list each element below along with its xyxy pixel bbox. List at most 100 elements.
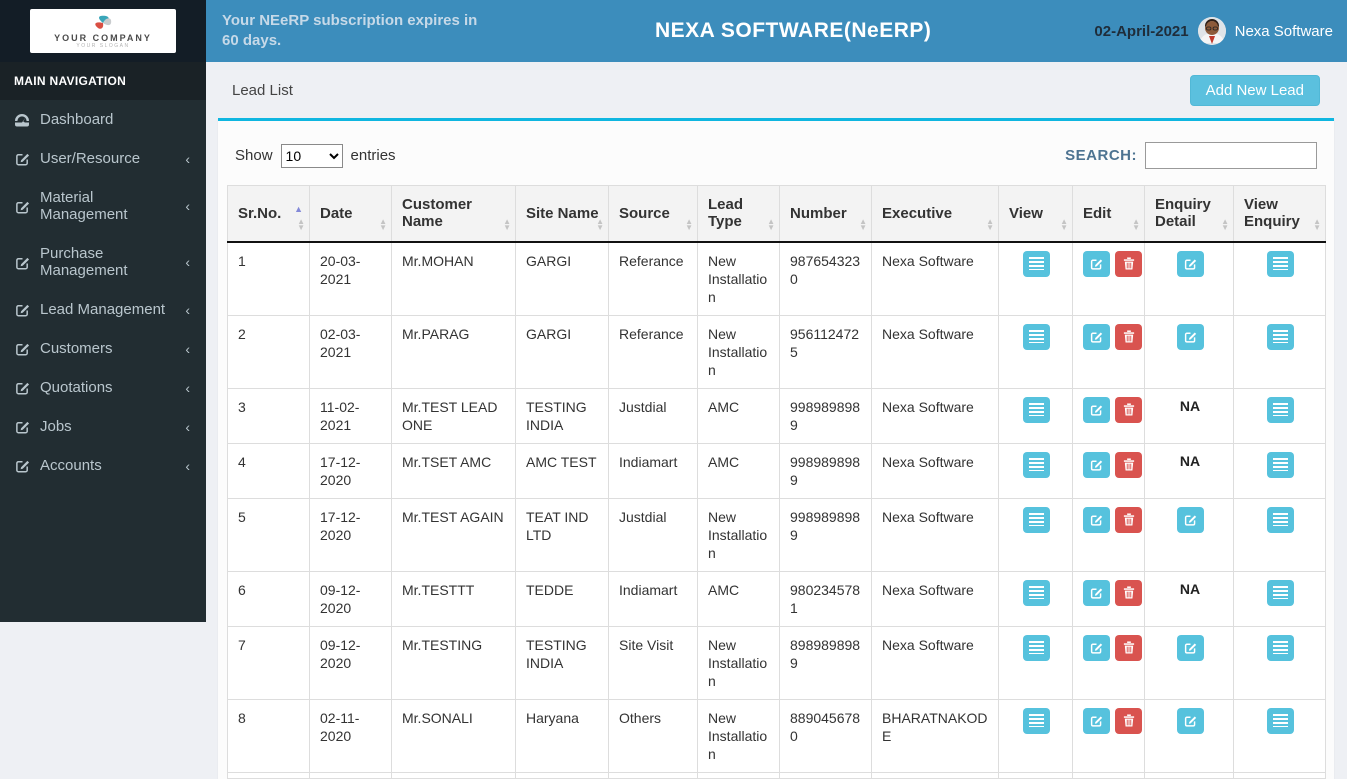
sidebar-item-accounts[interactable]: Accounts ‹ — [0, 446, 206, 485]
column-header-view[interactable]: View ▲▼ — [999, 186, 1073, 242]
cell-lead-type: AMC — [698, 571, 780, 626]
list-icon — [1273, 330, 1288, 343]
view-button[interactable] — [1023, 397, 1050, 423]
logo-block[interactable]: YOUR COMPANY YOUR SLOGAN — [0, 0, 206, 62]
cell-view — [999, 498, 1073, 571]
edit-pencil-icon — [1090, 513, 1103, 526]
sidebar-item-quotations[interactable]: Quotations ‹ — [0, 368, 206, 407]
column-header-edit[interactable]: Edit ▲▼ — [1073, 186, 1145, 242]
column-header-site-name[interactable]: Site Name ▲▼ — [516, 186, 609, 242]
delete-button[interactable] — [1115, 635, 1142, 661]
table-header: Sr.No. ▲ ▲▼ Date ▲▼ Customer Name ▲▼ — [228, 186, 1326, 242]
enquiry-detail-button[interactable] — [1177, 507, 1204, 533]
column-header-enquiry-detail[interactable]: Enquiry Detail ▲▼ — [1145, 186, 1234, 242]
delete-button[interactable] — [1115, 452, 1142, 478]
view-button[interactable] — [1023, 580, 1050, 606]
view-button[interactable] — [1023, 324, 1050, 350]
view-button[interactable] — [1023, 507, 1050, 533]
list-icon — [1273, 714, 1288, 727]
view-enquiry-button[interactable] — [1267, 452, 1294, 478]
enquiry-detail-button[interactable] — [1177, 635, 1204, 661]
username[interactable]: Nexa Software — [1235, 23, 1333, 40]
trash-icon — [1123, 458, 1135, 471]
cell-enquiry-detail — [1145, 626, 1234, 699]
sidebar-item-material-management[interactable]: Material Management ‹ — [0, 178, 206, 234]
top-header: YOUR COMPANY YOUR SLOGAN Your NEeRP subs… — [0, 0, 1347, 62]
sidebar-item-label: Customers — [40, 340, 175, 357]
view-enquiry-button[interactable] — [1267, 635, 1294, 661]
list-icon — [1273, 257, 1288, 270]
sidebar-item-lead-management[interactable]: Lead Management ‹ — [0, 290, 206, 329]
edit-button[interactable] — [1083, 708, 1110, 734]
cell-number: 9561124725 — [780, 315, 872, 388]
add-new-lead-button[interactable]: Add New Lead — [1190, 75, 1320, 106]
delete-button[interactable] — [1115, 580, 1142, 606]
list-icon — [1029, 513, 1044, 526]
view-button[interactable] — [1023, 635, 1050, 661]
enquiry-detail-button[interactable] — [1177, 251, 1204, 277]
delete-button[interactable] — [1115, 507, 1142, 533]
view-enquiry-button[interactable] — [1267, 324, 1294, 350]
delete-button[interactable] — [1115, 708, 1142, 734]
view-enquiry-button[interactable] — [1267, 708, 1294, 734]
sidebar-item-customers[interactable]: Customers ‹ — [0, 329, 206, 368]
edit-button[interactable] — [1083, 324, 1110, 350]
edit-button[interactable] — [1083, 452, 1110, 478]
column-header-sr-no[interactable]: Sr.No. ▲ ▲▼ — [228, 186, 310, 242]
sidebar-item-label: Purchase Management — [40, 245, 175, 279]
column-header-view-enquiry[interactable]: View Enquiry ▲▼ — [1234, 186, 1326, 242]
user-avatar[interactable] — [1198, 17, 1226, 45]
app-title: NEXA SOFTWARE(NeERP) — [492, 19, 1094, 43]
delete-button[interactable] — [1115, 251, 1142, 277]
edit-button[interactable] — [1083, 397, 1110, 423]
edit-button[interactable] — [1083, 635, 1110, 661]
edit-pencil-icon — [1090, 330, 1103, 343]
cell-date: 20-03-2021 — [310, 242, 392, 316]
enquiry-detail-button[interactable] — [1177, 324, 1204, 350]
sidebar-heading: MAIN NAVIGATION — [0, 62, 206, 100]
dashboard-icon — [14, 112, 30, 128]
view-enquiry-button[interactable] — [1267, 397, 1294, 423]
view-button[interactable] — [1023, 452, 1050, 478]
edit-button[interactable] — [1083, 580, 1110, 606]
column-header-customer-name[interactable]: Customer Name ▲▼ — [392, 186, 516, 242]
view-enquiry-button[interactable] — [1267, 580, 1294, 606]
column-header-lead-type[interactable]: Lead Type ▲▼ — [698, 186, 780, 242]
cell-executive: Nexa Software — [872, 315, 999, 388]
enquiry-detail-button[interactable] — [1177, 708, 1204, 734]
edit-button[interactable] — [1083, 251, 1110, 277]
cell-enquiry-detail: NA — [1145, 388, 1234, 443]
view-button[interactable] — [1023, 251, 1050, 277]
cell-site-name: GARGI — [516, 242, 609, 316]
show-entries-group: Show 10 entries — [235, 144, 396, 168]
column-header-source[interactable]: Source ▲▼ — [609, 186, 698, 242]
header-user-area: 02-April-2021 Nexa Software — [1094, 17, 1333, 45]
column-header-date[interactable]: Date ▲▼ — [310, 186, 392, 242]
view-enquiry-button[interactable] — [1267, 507, 1294, 533]
sidebar-item-user-resource[interactable]: User/Resource ‹ — [0, 139, 206, 178]
column-header-executive[interactable]: Executive ▲▼ — [872, 186, 999, 242]
current-date: 02-April-2021 — [1094, 23, 1188, 40]
list-icon — [1273, 458, 1288, 471]
edit-pencil-icon — [1184, 641, 1197, 654]
list-icon — [1273, 586, 1288, 599]
sidebar-item-jobs[interactable]: Jobs ‹ — [0, 407, 206, 446]
column-header-number[interactable]: Number ▲▼ — [780, 186, 872, 242]
search-input[interactable] — [1145, 142, 1317, 169]
view-button[interactable] — [1023, 708, 1050, 734]
cell-view — [999, 315, 1073, 388]
cell-view — [999, 443, 1073, 498]
view-enquiry-button[interactable] — [1267, 251, 1294, 277]
entries-label: entries — [351, 147, 396, 164]
cell-edit — [1073, 242, 1145, 316]
list-icon — [1029, 403, 1044, 416]
cell-executive: Nexa Software — [872, 443, 999, 498]
edit-button[interactable] — [1083, 507, 1110, 533]
sidebar-item-purchase-management[interactable]: Purchase Management ‹ — [0, 234, 206, 290]
entries-select[interactable]: 10 — [281, 144, 343, 168]
trash-icon — [1123, 714, 1135, 727]
delete-button[interactable] — [1115, 324, 1142, 350]
delete-button[interactable] — [1115, 397, 1142, 423]
sidebar-item-dashboard[interactable]: Dashboard — [0, 100, 206, 139]
cell-number: 9989898989 — [780, 498, 872, 571]
